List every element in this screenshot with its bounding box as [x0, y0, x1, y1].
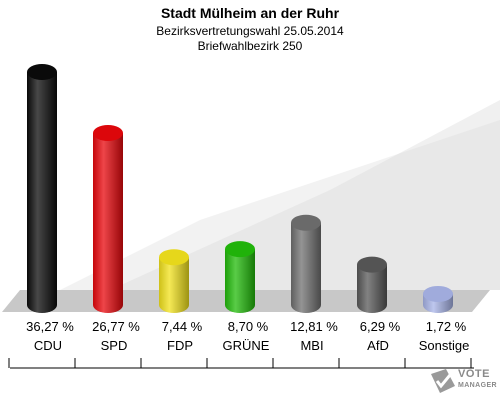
bar-top — [27, 64, 57, 80]
value-label-afd: 6,29 % — [360, 319, 401, 334]
bars-group — [27, 64, 453, 313]
category-label-mbi: MBI — [300, 338, 323, 353]
chart-title: Stadt Mülheim an der Ruhr — [161, 5, 340, 21]
bar-grüne — [225, 241, 255, 313]
bar-sonstige — [423, 285, 453, 313]
bar-body — [27, 72, 57, 313]
category-label-cdu: CDU — [34, 338, 62, 353]
bar-body — [159, 257, 189, 313]
bar-spd — [93, 125, 123, 313]
bar-top — [159, 249, 189, 266]
bar-body — [225, 249, 255, 313]
bar-top — [291, 214, 321, 231]
bar-mbi — [291, 214, 321, 313]
ballot-check-icon — [431, 369, 455, 393]
category-label-spd: SPD — [101, 338, 128, 353]
category-label-sonstige: Sonstige — [419, 338, 470, 353]
bar-top — [423, 285, 453, 302]
category-label-grüne: GRÜNE — [223, 338, 270, 353]
bar-afd — [357, 256, 387, 313]
category-label-afd: AfD — [367, 338, 389, 353]
bar-top — [225, 241, 255, 258]
watermark-line1: VOTE — [458, 368, 490, 380]
bar-cdu — [27, 64, 57, 313]
bar-body — [357, 264, 387, 313]
vote-manager-watermark: VOTE MANAGER — [428, 366, 498, 398]
bar-fdp — [159, 249, 189, 313]
watermark-line2: MANAGER — [458, 382, 497, 389]
value-label-sonstige: 1,72 % — [426, 319, 467, 334]
bar-top — [93, 125, 123, 142]
chart-subtitle-election: Bezirksvertretungswahl 25.05.2014 — [156, 24, 344, 38]
value-label-fdp: 7,44 % — [162, 319, 203, 334]
value-label-spd: 26,77 % — [92, 319, 140, 334]
bar-body — [291, 222, 321, 313]
value-label-mbi: 12,81 % — [290, 319, 338, 334]
bar-body — [93, 133, 123, 313]
category-label-fdp: FDP — [167, 338, 193, 353]
value-label-grüne: 8,70 % — [228, 319, 269, 334]
labels-group: 36,27 % CDU 26,77 % SPD 7,44 % FDP 8,70 % GRÜNE… — [8, 319, 472, 368]
value-label-cdu: 36,27 % — [26, 319, 74, 334]
bar-top — [357, 256, 387, 273]
chart-subtitle-district: Briefwahlbezirk 250 — [198, 39, 303, 53]
